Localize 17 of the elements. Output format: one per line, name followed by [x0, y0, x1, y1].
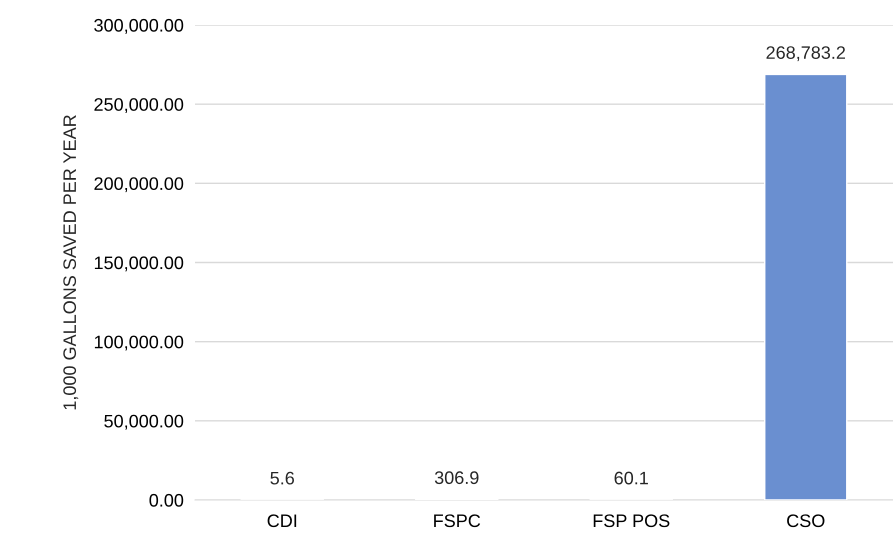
y-axis-title: 1,000 GALLONS SAVED PER YEAR — [63, 115, 78, 410]
y-tick-label: 300,000.00 — [94, 18, 184, 34]
x-tick-label: CDI — [268, 514, 296, 528]
data-label: 268,783.2 — [766, 46, 846, 62]
data-label: 5.6 — [270, 472, 294, 485]
y-tick-label: 200,000.00 — [94, 177, 184, 192]
bar — [764, 74, 848, 500]
x-tick-label: FSPC — [434, 514, 480, 528]
y-tick-label: 0.00 — [149, 494, 184, 507]
x-tick-label: CSO — [787, 514, 824, 528]
y-tick-label: 50,000.00 — [104, 414, 184, 430]
x-tick-label: FSP POS — [594, 514, 670, 528]
data-label: 60.1 — [614, 472, 648, 484]
y-tick-label: 100,000.00 — [94, 336, 184, 351]
y-tick-label: 250,000.00 — [94, 98, 184, 114]
data-label: 306.9 — [434, 471, 478, 484]
y-tick-label: 150,000.00 — [94, 256, 184, 272]
